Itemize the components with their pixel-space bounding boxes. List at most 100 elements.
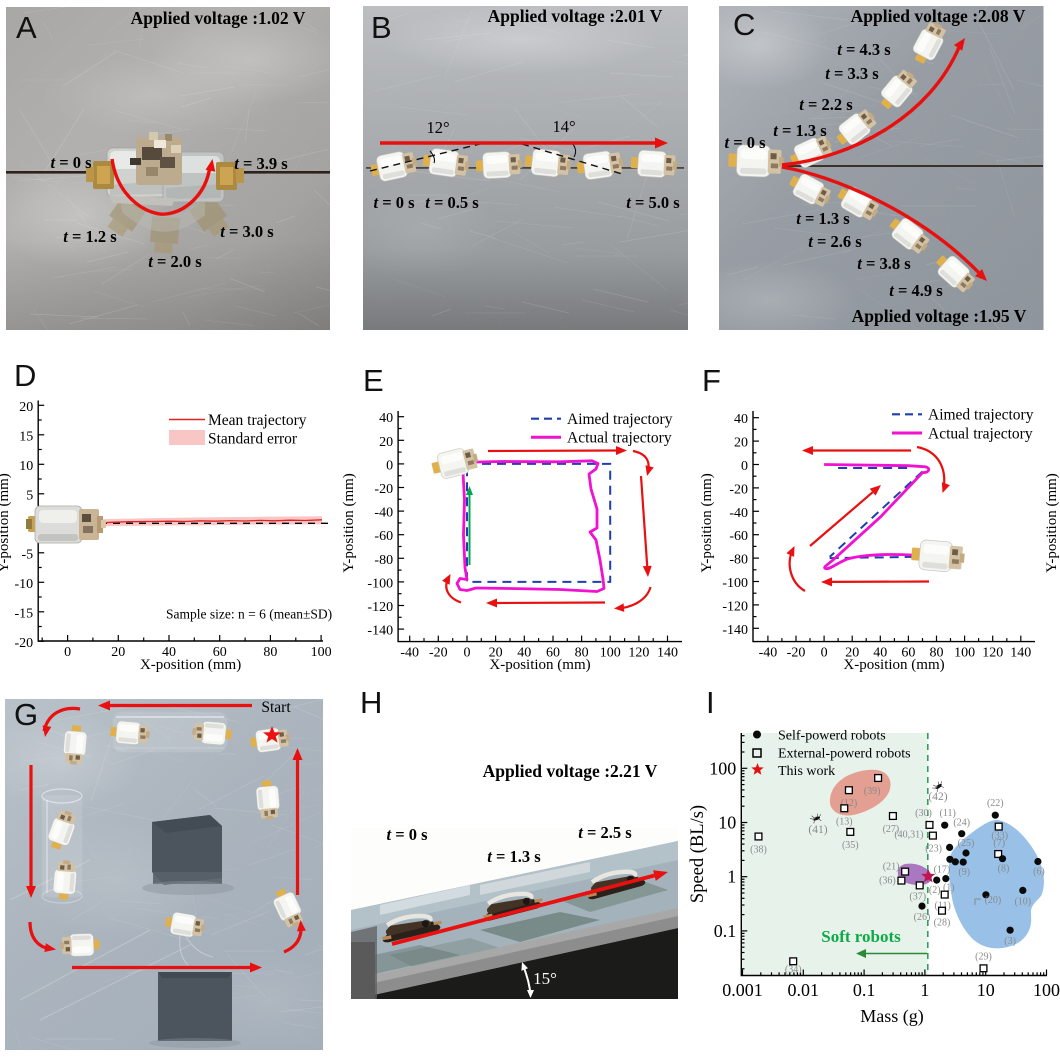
svg-text:t = 0 s: t = 0 s [724, 133, 766, 152]
svg-text:-100: -100 [722, 576, 748, 591]
svg-text:(24): (24) [953, 818, 970, 829]
svg-text:(36): (36) [879, 876, 896, 887]
svg-text:-20: -20 [374, 482, 393, 497]
svg-text:-60: -60 [729, 529, 748, 544]
svg-text:Sample size: n = 6 (mean±SD): Sample size: n = 6 (mean±SD) [166, 607, 332, 622]
svg-text:0: 0 [386, 458, 393, 473]
svg-text:(33): (33) [991, 831, 1008, 842]
svg-text:Mean trajectory: Mean trajectory [208, 412, 307, 429]
svg-text:t = 1.3 s: t = 1.3 s [796, 209, 850, 228]
svg-text:100: 100 [954, 646, 975, 661]
svg-text:12°: 12° [426, 118, 449, 137]
svg-text:C: C [733, 7, 755, 42]
svg-text:0.001: 0.001 [722, 980, 763, 1000]
svg-text:20: 20 [489, 646, 503, 661]
svg-text:0: 0 [741, 459, 748, 474]
svg-text:(37): (37) [909, 891, 926, 902]
svg-text:(1): (1) [943, 883, 955, 894]
svg-text:(2): (2) [929, 885, 941, 896]
svg-text:Aimed trajectory: Aimed trajectory [928, 407, 1034, 424]
svg-text:(10): (10) [1014, 896, 1031, 907]
svg-text:(23): (23) [925, 843, 942, 854]
svg-text:100: 100 [600, 646, 621, 661]
svg-text:(34): (34) [785, 964, 802, 975]
svg-text:20: 20 [845, 646, 859, 661]
svg-text:t = 1.3 s: t = 1.3 s [773, 121, 827, 140]
svg-text:40: 40 [873, 646, 887, 661]
svg-text:1: 1 [727, 867, 736, 887]
svg-text:G: G [14, 697, 38, 732]
svg-text:t = 2.6 s: t = 2.6 s [808, 232, 862, 251]
svg-text:Mass (g): Mass (g) [860, 1006, 924, 1027]
svg-text:40: 40 [517, 646, 531, 661]
svg-text:(11): (11) [935, 901, 951, 912]
svg-text:-10: -10 [15, 577, 34, 592]
svg-text:(26): (26) [914, 912, 931, 923]
svg-text:100: 100 [709, 758, 736, 778]
svg-text:t = 0.5 s: t = 0.5 s [425, 193, 479, 212]
svg-text:60: 60 [901, 646, 915, 661]
svg-text:-40: -40 [400, 646, 419, 661]
svg-text:0.1: 0.1 [714, 921, 737, 941]
svg-text:I: I [706, 685, 715, 720]
svg-text:E: E [363, 363, 384, 398]
svg-text:t = 3.0 s: t = 3.0 s [220, 222, 274, 241]
svg-text:0: 0 [821, 646, 828, 661]
svg-text:(25): (25) [958, 838, 975, 849]
svg-text:This work: This work [778, 764, 835, 779]
svg-text:(11): (11) [940, 808, 956, 819]
svg-text:20: 20 [19, 400, 33, 415]
svg-text:t = 2.2 s: t = 2.2 s [799, 95, 853, 114]
svg-text:-120: -120 [367, 600, 393, 615]
svg-text:-20: -20 [787, 646, 806, 661]
svg-text:1: 1 [920, 980, 929, 1000]
svg-text:(9): (9) [958, 867, 970, 878]
svg-text:-140: -140 [722, 623, 748, 638]
svg-text:-15: -15 [15, 606, 34, 621]
svg-text:Applied voltage :2.21 V: Applied voltage :2.21 V [483, 761, 658, 781]
svg-text:140: 140 [657, 646, 678, 661]
svg-text:140: 140 [1010, 646, 1031, 661]
svg-text:40: 40 [734, 412, 748, 427]
svg-text:60: 60 [213, 645, 227, 660]
svg-text:Y-position (mm): Y-position (mm) [341, 473, 357, 573]
svg-text:Applied voltage :2.01 V: Applied voltage :2.01 V [488, 6, 663, 26]
svg-text:100: 100 [1033, 980, 1060, 1000]
svg-text:10: 10 [977, 980, 995, 1000]
svg-text:B: B [371, 10, 392, 45]
svg-text:Speed (BL/s): Speed (BL/s) [688, 805, 708, 903]
svg-text:t = 2.5 s: t = 2.5 s [578, 823, 632, 842]
svg-text:5: 5 [26, 488, 33, 503]
svg-text:Applied voltage :2.08 V: Applied voltage :2.08 V [851, 6, 1026, 26]
svg-text:14°: 14° [552, 117, 575, 136]
svg-text:60: 60 [546, 646, 560, 661]
svg-text:t = 4.9 s: t = 4.9 s [889, 281, 943, 300]
svg-text:20: 20 [734, 436, 748, 451]
svg-text:(39): (39) [864, 786, 881, 797]
svg-text:-140: -140 [367, 624, 393, 639]
svg-text:-40: -40 [729, 506, 748, 521]
svg-text:t = 1.3 s: t = 1.3 s [487, 847, 541, 866]
svg-text:t = 1.2 s: t = 1.2 s [63, 227, 117, 246]
svg-text:40: 40 [162, 645, 176, 660]
svg-text:t = 3.8 s: t = 3.8 s [857, 254, 911, 273]
svg-text:10: 10 [19, 459, 33, 474]
svg-text:Actual trajectory: Actual trajectory [928, 426, 1033, 443]
svg-text:(21): (21) [883, 862, 900, 873]
svg-text:Y-position (mm): Y-position (mm) [0, 473, 12, 573]
svg-text:10: 10 [718, 813, 736, 833]
svg-text:-80: -80 [729, 553, 748, 568]
svg-text:X-position (mm): X-position (mm) [843, 657, 944, 673]
svg-text:100: 100 [311, 645, 332, 660]
svg-text:(8): (8) [998, 864, 1010, 875]
svg-text:(38): (38) [750, 845, 767, 856]
svg-text:15°: 15° [533, 969, 557, 988]
svg-text:(3): (3) [1004, 936, 1016, 947]
svg-text:Aimed trajectory: Aimed trajectory [567, 411, 673, 428]
svg-text:F: F [702, 363, 721, 398]
svg-text:-120: -120 [722, 599, 748, 614]
svg-text:(12): (12) [841, 798, 858, 809]
svg-text:(20): (20) [985, 895, 1002, 906]
svg-text:-20: -20 [15, 636, 34, 651]
svg-text:Self-powerd robots: Self-powerd robots [778, 729, 886, 744]
